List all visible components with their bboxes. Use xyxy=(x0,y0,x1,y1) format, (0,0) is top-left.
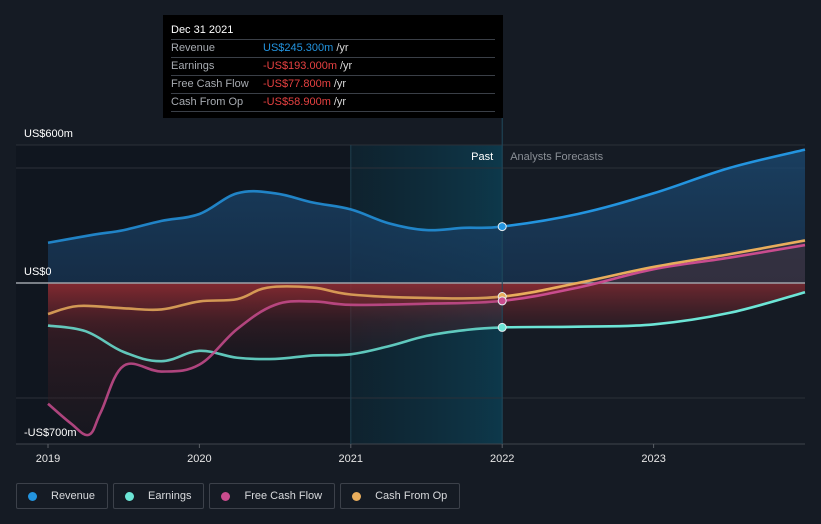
revenue-line-forecast xyxy=(502,148,806,228)
tooltip-label: Cash From Op xyxy=(171,96,244,108)
negative-area-earnings xyxy=(48,283,805,362)
tooltip-label: Earnings xyxy=(171,60,215,72)
tooltip-value: -US$77.800m xyxy=(263,78,331,90)
tooltip-value: US$245.300m xyxy=(263,42,334,54)
x-tick-label: 2019 xyxy=(36,453,60,465)
legend-item-revenue[interactable]: Revenue xyxy=(16,483,109,509)
tooltip-row-free-cash-flow: Free Cash Flow -US$77.800m /yr xyxy=(171,76,495,94)
legend: Revenue Earnings Free Cash Flow Cash Fro… xyxy=(16,483,461,509)
y-axis-labels: US$600m US$0 -US$700m xyxy=(24,128,77,439)
free-cash-flow-line-past xyxy=(47,299,503,437)
earnings-line-past xyxy=(47,324,503,363)
series-lines xyxy=(47,148,806,437)
series-areas xyxy=(48,149,805,436)
earnings-marker xyxy=(497,322,507,332)
tooltip-row-cash-from-op: Cash From Op -US$58.900m /yr xyxy=(171,94,495,112)
x-tick-label: 2020 xyxy=(187,453,211,465)
legend-item-free-cash-flow[interactable]: Free Cash Flow xyxy=(209,483,336,509)
y-tick-label: US$600m xyxy=(24,128,73,140)
y-tick-label: -US$700m xyxy=(24,427,77,439)
tooltip-value: -US$193.000m xyxy=(263,60,337,72)
tooltip-row-revenue: Revenue US$245.300m /yr xyxy=(171,40,495,58)
past-label: Past xyxy=(471,151,493,163)
tooltip-value: -US$58.900m xyxy=(263,96,331,108)
tooltip-label: Free Cash Flow xyxy=(171,78,249,90)
y-tick-label: US$0 xyxy=(24,266,52,278)
tooltip-date: Dec 31 2021 xyxy=(171,21,495,40)
free-cash-flow-line-forecast xyxy=(502,243,806,303)
legend-dot-icon xyxy=(28,491,37,501)
legend-label: Revenue xyxy=(51,490,96,502)
free-cash-flow-marker xyxy=(497,296,507,306)
x-tick-label: 2023 xyxy=(641,453,665,465)
revenue-line-past xyxy=(47,189,503,245)
forecast-label: Analysts Forecasts xyxy=(510,151,603,163)
x-axis: 2019 2020 2021 2022 2023 xyxy=(36,444,666,465)
legend-dot-icon xyxy=(352,491,362,501)
revenue-area xyxy=(48,149,805,283)
tooltip-unit: /yr xyxy=(336,42,349,54)
series-markers xyxy=(497,222,507,332)
tooltip-label: Revenue xyxy=(171,42,216,54)
legend-label: Free Cash Flow xyxy=(244,490,323,502)
cash-from-op-line-past xyxy=(47,285,503,316)
legend-label: Earnings xyxy=(148,490,192,502)
legend-label: Cash From Op xyxy=(375,490,448,502)
tooltip-unit: /yr xyxy=(333,78,347,90)
revenue-marker xyxy=(497,222,507,232)
tooltip-row-earnings: Earnings -US$193.000m /yr xyxy=(171,58,495,76)
tooltip-unit: /yr xyxy=(333,96,347,108)
cash-from-op-positive-area xyxy=(48,240,805,283)
x-tick-label: 2022 xyxy=(490,453,514,465)
cash-from-op-line-forecast xyxy=(502,239,806,298)
earnings-line-forecast xyxy=(502,290,806,329)
legend-dot-icon xyxy=(221,491,231,501)
gridlines xyxy=(16,144,805,445)
legend-item-earnings[interactable]: Earnings xyxy=(113,483,205,509)
legend-dot-icon xyxy=(125,491,135,501)
legend-item-cash-from-op[interactable]: Cash From Op xyxy=(340,483,461,509)
tooltip: Dec 31 2021 Revenue US$245.300m /yr Earn… xyxy=(163,15,503,118)
tooltip-unit: /yr xyxy=(340,60,353,72)
x-tick-label: 2021 xyxy=(339,453,363,465)
